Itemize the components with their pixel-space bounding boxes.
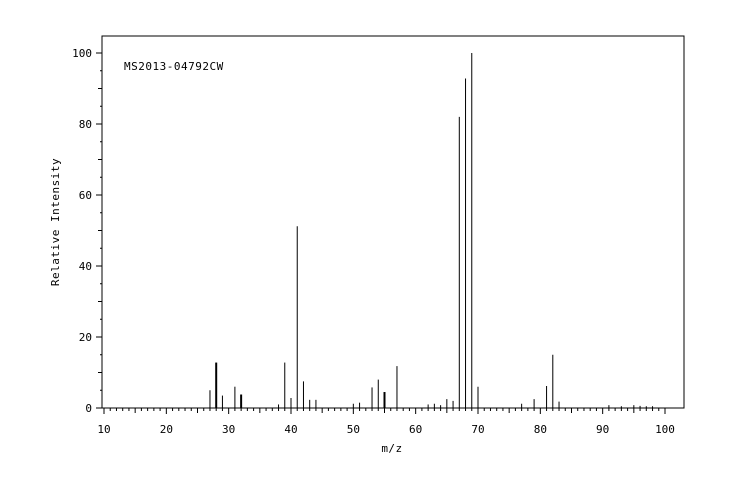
x-tick-label: 40: [284, 423, 297, 436]
x-tick-label: 90: [596, 423, 609, 436]
y-tick-label: 40: [79, 260, 92, 273]
x-tick-label: 60: [409, 423, 422, 436]
x-tick-label: 100: [655, 423, 675, 436]
x-tick-label: 80: [534, 423, 547, 436]
y-axis-label: Relative Intensity: [49, 158, 62, 286]
y-tick-label: 100: [72, 47, 92, 60]
x-tick-label: 30: [222, 423, 235, 436]
y-axis: 0 20 40 60 80 100: [72, 47, 102, 415]
spectrum-peaks: [209, 53, 654, 408]
x-axis-label: m/z: [381, 442, 402, 455]
y-tick-label: 0: [85, 402, 92, 415]
x-tick-label: 50: [347, 423, 360, 436]
y-tick-label: 60: [79, 189, 92, 202]
x-tick-label: 70: [471, 423, 484, 436]
plot-frame: [101, 35, 685, 409]
x-tick-label: 10: [97, 423, 110, 436]
y-tick-label: 80: [79, 118, 92, 131]
y-tick-label: 20: [79, 331, 92, 344]
x-tick-label: 20: [160, 423, 173, 436]
x-axis: 10 20 30 40 50 60 70 80 90 100: [97, 408, 675, 436]
chart-title: MS2013-04792CW: [124, 60, 224, 73]
